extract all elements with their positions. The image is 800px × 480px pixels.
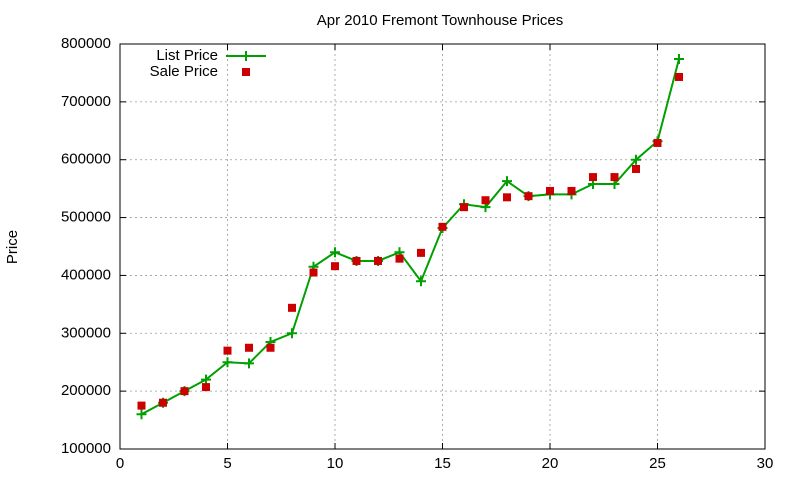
point [330, 247, 340, 258]
point [245, 343, 253, 352]
point [503, 193, 511, 202]
y-tick-label: 200000 [61, 382, 111, 399]
point [610, 173, 619, 182]
point [352, 256, 361, 265]
point [631, 154, 641, 165]
x-tick-label: 15 [434, 455, 451, 472]
x-tick-label: 30 [757, 455, 774, 472]
point [481, 196, 490, 205]
y-tick-label: 500000 [61, 209, 111, 226]
y-tick-label: 400000 [61, 266, 111, 283]
point [309, 268, 318, 277]
point [632, 164, 640, 173]
series-line [141, 58, 680, 416]
point [136, 409, 147, 420]
legend-marker [242, 68, 250, 76]
x-tick-label: 10 [327, 455, 344, 472]
point [567, 186, 576, 195]
y-tick-label: 600000 [61, 151, 111, 168]
y-tick-label: 100000 [61, 440, 111, 457]
point [266, 343, 275, 352]
point [546, 186, 554, 195]
x-tick-label: 5 [223, 455, 231, 472]
legend-label: Sale Price [150, 63, 218, 80]
point [589, 173, 597, 182]
point [460, 203, 468, 212]
y-axis-label: Price [4, 230, 21, 264]
point [331, 262, 339, 271]
point [288, 303, 296, 312]
point [524, 192, 533, 201]
plot-frame [119, 43, 766, 450]
point [502, 176, 512, 187]
point [223, 346, 232, 355]
y-tick-label: 800000 [61, 35, 111, 52]
point [159, 398, 167, 407]
x-tick-label: 20 [542, 455, 559, 472]
point [416, 276, 426, 287]
y-tick-label: 700000 [61, 93, 111, 110]
x-tick-label: 0 [116, 455, 124, 472]
point [674, 54, 684, 65]
point [374, 256, 382, 265]
point [653, 138, 662, 147]
legend-label: List Price [156, 47, 218, 64]
point [222, 357, 233, 368]
y-tick-label: 300000 [61, 324, 111, 341]
point [395, 254, 404, 263]
chart-title: Apr 2010 Fremont Townhouse Prices [317, 12, 564, 29]
point [675, 72, 683, 81]
point [244, 358, 254, 369]
point [438, 222, 447, 231]
point [417, 248, 425, 257]
point [201, 374, 211, 385]
point [202, 383, 210, 392]
point [180, 387, 189, 396]
point [287, 328, 297, 339]
x-tick-label: 25 [649, 455, 666, 472]
point [137, 401, 146, 410]
legend-marker [241, 51, 251, 61]
